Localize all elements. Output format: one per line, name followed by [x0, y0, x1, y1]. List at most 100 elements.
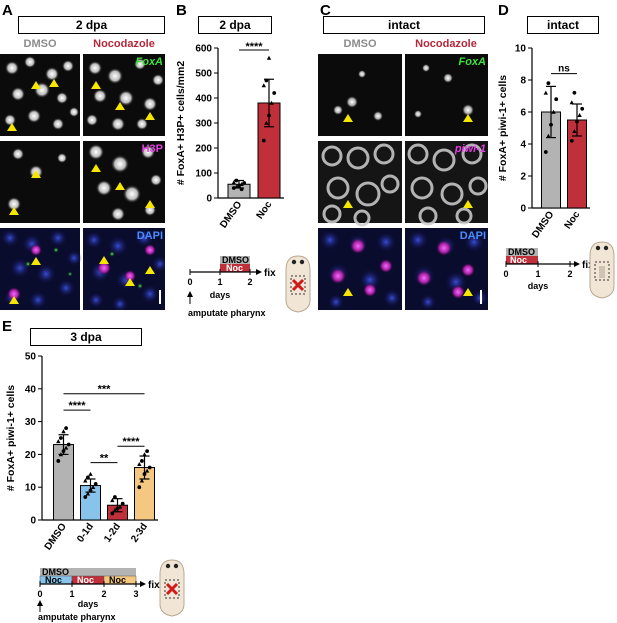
- timeline-xlabel: days: [528, 281, 549, 291]
- data-point: [110, 511, 115, 516]
- x-tick-label-noc: Noc: [255, 199, 275, 221]
- data-point: [112, 507, 118, 512]
- data-point: [120, 501, 125, 506]
- x-tick-label-2-3d: 2-3d: [129, 521, 150, 544]
- dmso-bar: [220, 256, 250, 264]
- fix-label: fix: [264, 268, 276, 279]
- x-tick-label-dmso: DMSO: [43, 521, 69, 552]
- y-tick-label: 20: [25, 450, 37, 461]
- micrograph-c-noc-foxa: [405, 54, 488, 136]
- data-point: [543, 90, 548, 95]
- fix-label: fix: [148, 580, 160, 591]
- timeline-tick-label: 0: [503, 269, 508, 279]
- panel-letter: E: [2, 318, 13, 335]
- y-tick-label: 0: [206, 194, 212, 205]
- timeline-tick-label: 1: [69, 589, 74, 599]
- data-point: [61, 429, 66, 434]
- data-point: [58, 452, 64, 457]
- y-tick-label: 50: [25, 352, 37, 363]
- dmso-label: DMSO: [508, 247, 535, 257]
- x-tick-label-noc: Noc: [563, 209, 583, 231]
- timeline-arrow: [140, 581, 146, 587]
- y-tick-label: 10: [515, 44, 527, 55]
- data-point: [56, 439, 61, 444]
- data-point: [56, 459, 61, 463]
- panel-header: intact: [527, 16, 599, 34]
- channel-label-foxa: FoxA: [135, 56, 164, 68]
- data-point: [261, 138, 266, 143]
- data-point: [242, 181, 247, 185]
- data-point: [231, 180, 236, 185]
- significance-label: ***: [98, 384, 112, 396]
- data-point: [266, 55, 272, 60]
- start-label: amputate pharynx: [38, 612, 116, 622]
- data-point: [83, 495, 88, 499]
- data-point: [231, 186, 236, 190]
- timeline-tick-label: 2: [101, 589, 106, 599]
- noc-label: Noc: [109, 575, 126, 585]
- data-point: [86, 475, 90, 480]
- eye: [173, 563, 179, 569]
- col-label-dmso: DMSO: [343, 38, 377, 50]
- noc-label: Noc: [77, 575, 94, 585]
- y-tick-label: 600: [195, 44, 212, 55]
- eye: [291, 259, 297, 265]
- channel-label-piwi-1: piwi-1: [454, 143, 486, 155]
- data-point: [569, 138, 574, 143]
- data-point: [88, 488, 93, 493]
- data-point: [115, 506, 120, 511]
- panel-a: A 2 dpa DMSO Nocodazole: [0, 0, 165, 310]
- data-point: [239, 187, 244, 192]
- data-point: [83, 478, 88, 483]
- significance-label: ****: [245, 41, 263, 53]
- data-point: [139, 478, 145, 483]
- start-arrowhead: [187, 291, 193, 297]
- channel-label-dapi: DAPI: [136, 230, 163, 242]
- cross-mark: [291, 278, 305, 292]
- y-tick-label: 8: [520, 76, 526, 87]
- noc-label: Noc: [45, 575, 62, 585]
- y-tick-label: 400: [195, 94, 212, 105]
- data-point: [113, 495, 117, 499]
- eye: [299, 259, 305, 265]
- bar-dmso: [53, 444, 74, 521]
- timeline-tick-label: 1: [217, 277, 222, 287]
- chart-d: 0 2 4 6 8 10 # FoxA+ piwi-1+ cells DMSO Noc ns: [497, 44, 590, 240]
- data-point: [272, 91, 277, 95]
- eye: [165, 563, 171, 569]
- timeline-tick-label: 1: [535, 269, 540, 279]
- data-point: [85, 491, 91, 496]
- panel-b: B 2 dpa 0 100 200 300 400 500 600 # FoxA+ H3P+ …: [170, 0, 315, 330]
- panel-c: C intact DMSO Nocodazole: [318, 0, 488, 310]
- col-label-dmso: DMSO: [23, 38, 57, 50]
- dmso-label: DMSO: [222, 255, 249, 265]
- scale-bar: [480, 290, 482, 304]
- data-point: [264, 78, 269, 83]
- data-point: [93, 482, 98, 486]
- timeline-arrow: [256, 269, 262, 275]
- fix-label: fix: [582, 260, 594, 271]
- y-tick-label: 100: [195, 169, 212, 180]
- y-axis-label: # FoxA+ piwi-1+ cells: [5, 385, 17, 491]
- data-point: [551, 109, 556, 114]
- y-tick-label: 40: [25, 384, 37, 395]
- data-point: [239, 182, 244, 187]
- y-tick-label: 10: [25, 483, 37, 494]
- col-label-nocodazole: Nocodazole: [415, 38, 477, 50]
- channel-label-foxa: FoxA: [458, 56, 487, 68]
- panel-header: intact: [323, 16, 485, 34]
- micrograph-c-dmso-piwi: [318, 141, 402, 223]
- data-point: [145, 449, 150, 454]
- dmso-bar: [40, 568, 136, 576]
- start-label: amputate pharynx: [188, 308, 266, 318]
- x-tick-label-1-2d: 1-2d: [102, 521, 123, 544]
- eye: [595, 245, 601, 251]
- eye: [603, 245, 609, 251]
- chart-b: 0 100 200 300 400 500 600 # FoxA+ H3P+ cells/mm…: [175, 41, 284, 228]
- data-point: [569, 100, 574, 105]
- data-point: [546, 81, 551, 86]
- data-point: [236, 183, 242, 188]
- y-tick-label: 0: [30, 516, 36, 527]
